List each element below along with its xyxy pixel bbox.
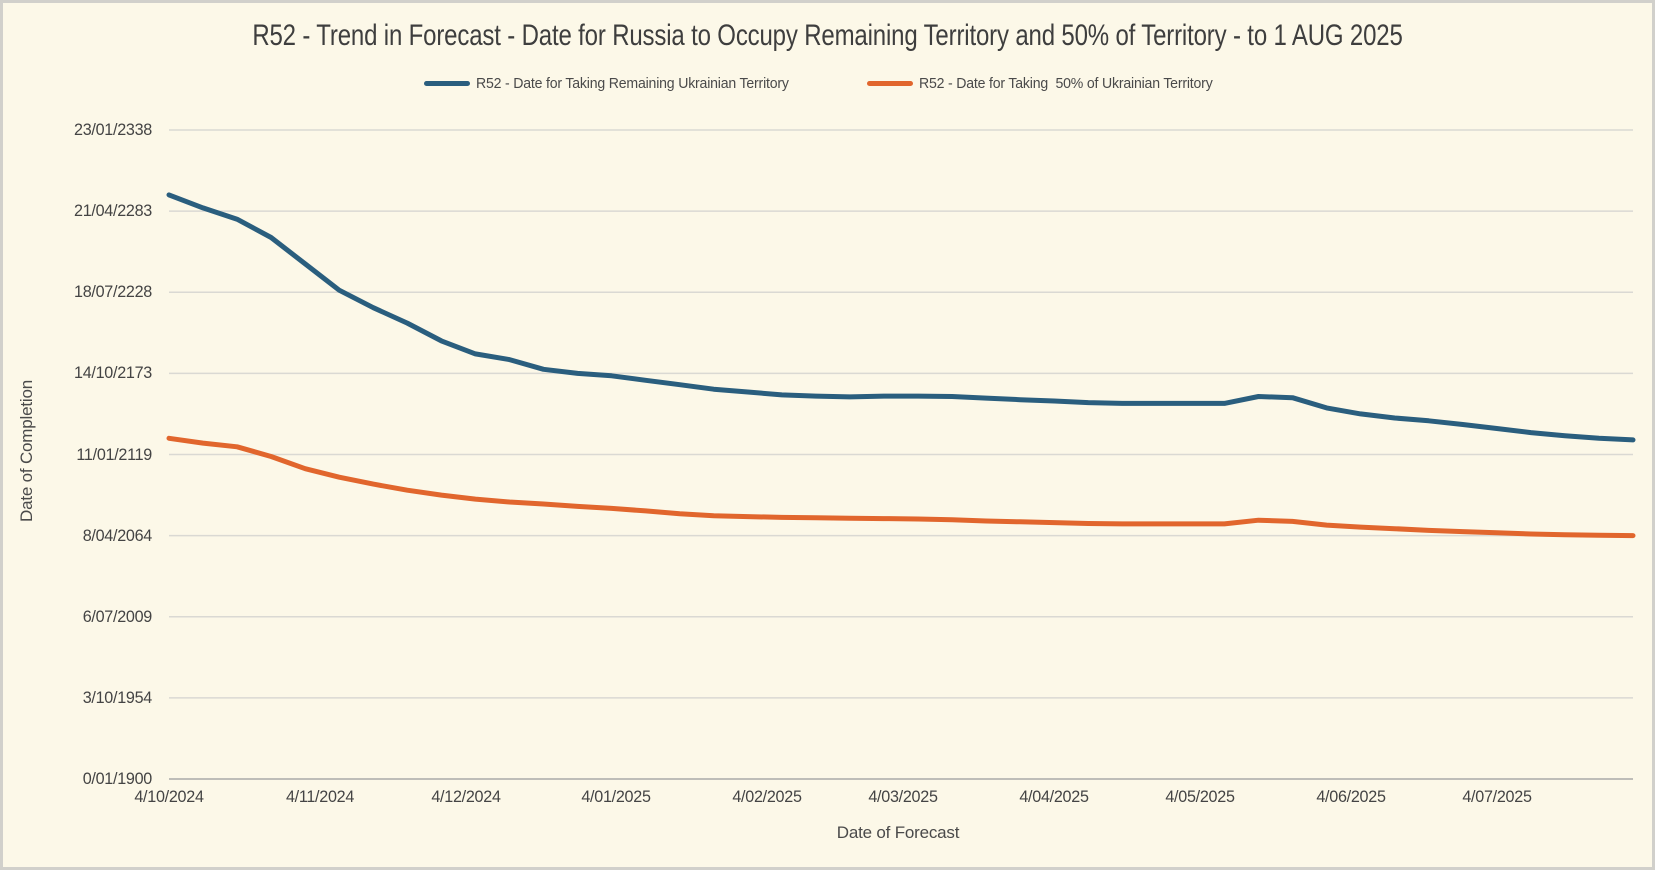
y-tick-label: 18/07/2228 [74,282,152,302]
x-tick-label: 4/05/2025 [1165,787,1235,806]
y-axis-title: Date of Completion [17,380,36,522]
x-tick-label: 4/10/2024 [134,787,204,806]
legend-item-remaining-territory: R52 - Date for Taking Remaining Ukrainia… [423,75,809,92]
series-line-0 [166,192,1636,443]
plot-area [166,129,1636,780]
x-tick-label: 4/11/2024 [285,787,354,806]
x-tick-label: 4/06/2025 [1316,787,1386,806]
x-tick-label: 4/02/2025 [732,787,803,806]
legend-label-remaining-territory: R52 - Date for Taking Remaining Ukrainia… [475,75,789,92]
legend-label-fifty-percent: R52 - Date for Taking 50% of Ukrainian T… [918,75,1213,92]
legend-line-swatch-blue [423,81,470,86]
y-tick-label: 3/10/1954 [82,687,153,707]
x-tick-label: 4/12/2024 [431,787,501,806]
x-tick-label: 4/01/2025 [581,787,652,806]
legend-item-fifty-percent: R52 - Date for Taking 50% of Ukrainian T… [866,75,1231,92]
y-tick-label: 23/01/2338 [74,120,152,139]
y-tick-label: 21/04/2283 [74,201,152,221]
x-tick-label: 4/04/2025 [1019,787,1090,806]
x-tick-label: 4/07/2025 [1462,787,1532,806]
y-tick-label: 6/07/2009 [82,606,153,626]
y-tick-label: 0/01/1900 [82,769,153,788]
y-tick-label: 14/10/2173 [74,363,152,383]
legend: R52 - Date for Taking Remaining Ukrainia… [3,75,1652,92]
y-tick-label: 11/01/2119 [76,444,152,464]
chart-title: R52 - Trend in Forecast - Date for Russi… [252,19,1403,52]
x-tick-label: 4/03/2025 [868,787,939,806]
x-axis-title: Date of Forecast [836,823,960,842]
y-tick-label: 8/04/2064 [82,525,153,545]
legend-line-swatch-orange [866,81,913,86]
series-line-1 [166,435,1636,539]
